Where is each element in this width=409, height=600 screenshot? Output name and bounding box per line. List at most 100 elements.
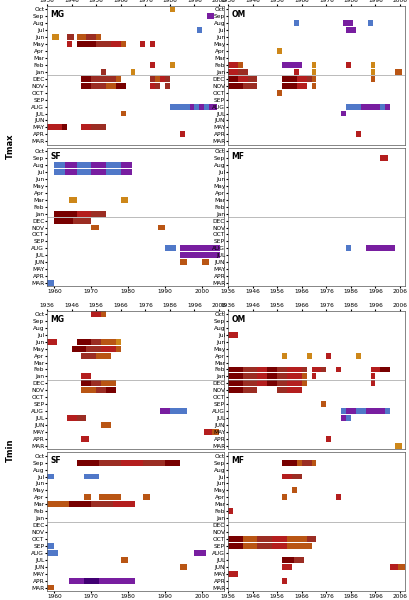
Bar — [143, 460, 165, 466]
Bar — [180, 408, 187, 414]
Bar — [277, 373, 287, 379]
Text: OM: OM — [231, 314, 246, 323]
Bar — [302, 373, 307, 379]
Bar — [101, 69, 106, 75]
Bar — [91, 169, 106, 175]
Bar — [91, 211, 106, 217]
Bar — [228, 543, 243, 549]
Bar — [101, 76, 116, 82]
Bar — [111, 41, 121, 47]
Bar — [228, 536, 243, 542]
Bar — [96, 34, 101, 40]
Bar — [312, 69, 317, 75]
Bar — [76, 211, 91, 217]
Bar — [326, 436, 331, 442]
Bar — [294, 557, 304, 563]
Bar — [366, 408, 375, 414]
Bar — [307, 536, 317, 542]
Bar — [155, 76, 160, 82]
Bar — [375, 245, 385, 251]
Bar — [297, 536, 307, 542]
Bar — [165, 245, 176, 251]
Bar — [69, 502, 91, 507]
Bar — [116, 76, 121, 82]
Bar — [76, 34, 86, 40]
Bar — [302, 543, 312, 549]
Bar — [385, 408, 390, 414]
Bar — [69, 197, 76, 203]
Bar — [282, 473, 292, 479]
Bar — [180, 131, 184, 137]
Bar — [76, 41, 96, 47]
Bar — [356, 408, 366, 414]
Bar — [282, 494, 287, 500]
Bar — [238, 62, 243, 68]
Bar — [277, 48, 282, 54]
Bar — [76, 460, 99, 466]
Bar — [194, 104, 199, 110]
Bar — [277, 90, 282, 95]
Bar — [228, 62, 238, 68]
Bar — [96, 388, 106, 393]
Bar — [91, 76, 101, 82]
Bar — [86, 346, 101, 352]
Bar — [194, 253, 209, 258]
Bar — [54, 169, 65, 175]
Bar — [238, 69, 248, 75]
Bar — [81, 373, 91, 379]
Bar — [380, 367, 390, 373]
Bar — [96, 41, 111, 47]
Bar — [297, 460, 302, 466]
Bar — [336, 367, 341, 373]
Bar — [294, 20, 299, 26]
Bar — [106, 169, 121, 175]
Bar — [272, 543, 287, 549]
Bar — [180, 259, 187, 265]
Bar — [99, 494, 106, 500]
Text: Tmin: Tmin — [6, 439, 15, 463]
Bar — [84, 473, 99, 479]
Bar — [385, 104, 390, 110]
Text: SF: SF — [51, 152, 61, 161]
Bar — [67, 34, 74, 40]
Bar — [202, 259, 209, 265]
Bar — [371, 380, 375, 386]
Bar — [287, 367, 302, 373]
Bar — [312, 83, 317, 89]
Bar — [258, 373, 267, 379]
Bar — [72, 346, 86, 352]
Bar — [312, 373, 317, 379]
Bar — [54, 211, 76, 217]
Bar — [81, 388, 96, 393]
Bar — [67, 415, 76, 421]
Bar — [143, 494, 150, 500]
Bar — [81, 353, 96, 359]
Bar — [321, 367, 326, 373]
Bar — [157, 224, 165, 230]
Bar — [228, 83, 243, 89]
Bar — [302, 367, 307, 373]
Bar — [165, 76, 170, 82]
Bar — [321, 401, 326, 407]
Bar — [243, 388, 258, 393]
Bar — [228, 76, 238, 82]
Bar — [243, 536, 258, 542]
Bar — [287, 536, 297, 542]
Bar — [81, 76, 91, 82]
Text: Tmax: Tmax — [6, 133, 15, 159]
Bar — [116, 339, 121, 344]
Bar — [243, 543, 258, 549]
Bar — [106, 83, 116, 89]
Bar — [287, 543, 297, 549]
Bar — [312, 367, 321, 373]
Bar — [197, 28, 202, 33]
Bar — [194, 550, 205, 556]
Bar — [277, 388, 287, 393]
Bar — [346, 415, 351, 421]
Bar — [341, 110, 346, 116]
Bar — [209, 253, 220, 258]
Bar — [395, 443, 402, 449]
Bar — [243, 83, 258, 89]
Bar — [277, 367, 287, 373]
Bar — [312, 460, 317, 466]
